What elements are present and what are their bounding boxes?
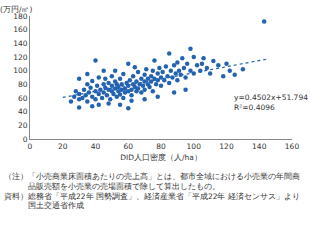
svg-text:160: 160 xyxy=(13,25,28,34)
svg-text:40: 40 xyxy=(91,142,101,151)
svg-text:100: 100 xyxy=(13,66,28,75)
svg-text:20: 20 xyxy=(18,121,28,130)
svg-text:100: 100 xyxy=(187,142,202,151)
html-text:（注）「小売商業床面積あたりの売上高」とは、都市全域における: （注）「小売商業床面積あたりの売上高」とは、都市全域における小売業の年間商品販売… xyxy=(4,172,300,191)
html-text:資料）総務省「平成22年 国勢調査」、経済産業省「平成22年: 資料）総務省「平成22年 国勢調査」、経済産業省「平成22年 経済センサス」より… xyxy=(4,191,300,211)
svg-text:DID人口密度（人/ha）: DID人口密度（人/ha） xyxy=(120,153,202,162)
svg-text:180: 180 xyxy=(13,12,28,21)
svg-text:80: 80 xyxy=(156,142,166,151)
svg-text:20: 20 xyxy=(58,142,68,151)
svg-text:60: 60 xyxy=(123,142,133,151)
svg-text:140: 140 xyxy=(252,142,267,151)
svg-text:40: 40 xyxy=(18,107,28,116)
svg-text:(万円/㎡): (万円/㎡) xyxy=(0,5,32,14)
svg-text:160: 160 xyxy=(285,142,300,151)
svg-text:120: 120 xyxy=(219,142,234,151)
svg-text:0: 0 xyxy=(28,142,33,151)
svg-text:y=0.4502x+51.794: y=0.4502x+51.794 xyxy=(234,93,308,102)
svg-text:80: 80 xyxy=(18,80,28,89)
svg-text:60: 60 xyxy=(18,94,28,103)
svg-text:R²=0.4096: R²=0.4096 xyxy=(234,103,275,112)
svg-text:120: 120 xyxy=(13,53,28,62)
svg-text:0: 0 xyxy=(23,135,28,144)
svg-text:140: 140 xyxy=(13,39,28,48)
